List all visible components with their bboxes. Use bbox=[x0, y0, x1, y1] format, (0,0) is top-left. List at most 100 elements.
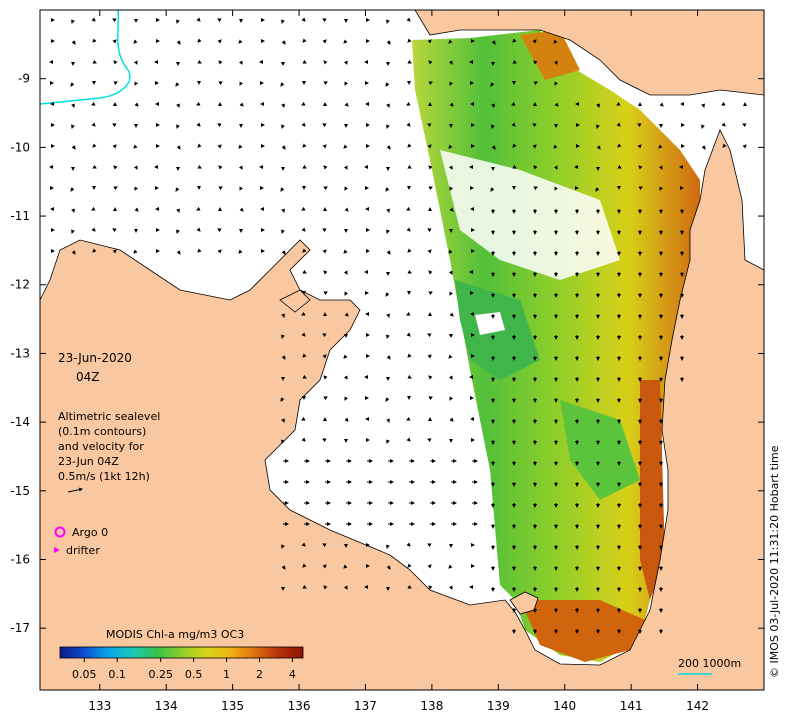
velocity-arrow bbox=[407, 563, 412, 568]
velocity-arrow bbox=[701, 103, 705, 108]
velocity-arrow bbox=[344, 81, 349, 86]
velocity-arrow bbox=[218, 186, 223, 191]
velocity-arrow bbox=[322, 564, 327, 569]
velocity-arrow bbox=[323, 396, 328, 401]
velocity-arrow bbox=[343, 585, 348, 590]
velocity-arrows bbox=[49, 17, 747, 634]
lon-tick-label: 133 bbox=[88, 699, 111, 713]
velocity-arrow bbox=[427, 228, 432, 233]
velocity-arrow bbox=[322, 543, 327, 548]
velocity-arrow bbox=[302, 353, 307, 358]
velocity-arrow bbox=[322, 144, 327, 149]
velocity-arrow bbox=[742, 123, 747, 128]
velocity-arrow bbox=[427, 333, 432, 338]
velocity-arrow bbox=[532, 39, 537, 44]
velocity-arrow bbox=[637, 123, 642, 128]
velocity-arrow bbox=[71, 250, 76, 255]
lat-tick-label: -12 bbox=[10, 278, 30, 292]
velocity-arrow bbox=[386, 439, 390, 444]
velocity-arrow bbox=[386, 208, 390, 213]
velocity-arrow bbox=[449, 102, 454, 107]
velocity-arrow bbox=[196, 227, 201, 232]
velocity-arrow bbox=[554, 81, 559, 86]
velocity-arrow bbox=[301, 206, 306, 211]
velocity-arrow bbox=[281, 19, 285, 24]
velocity-arrow bbox=[428, 585, 433, 590]
velocity-arrow bbox=[406, 101, 411, 106]
velocity-arrow bbox=[742, 144, 747, 149]
velocity-arrow bbox=[91, 122, 96, 127]
velocity-arrow bbox=[302, 374, 307, 379]
velocity-arrow bbox=[176, 208, 180, 213]
velocity-arrow bbox=[323, 291, 328, 296]
velocity-arrow bbox=[596, 124, 600, 129]
lat-tick-label: -16 bbox=[10, 552, 30, 566]
velocity-arrow bbox=[113, 165, 118, 170]
velocity-arrow bbox=[406, 542, 411, 547]
velocity-arrow bbox=[281, 439, 285, 444]
velocity-arrow bbox=[701, 145, 706, 150]
velocity-arrow bbox=[511, 122, 516, 127]
velocity-arrow bbox=[301, 122, 306, 127]
velocity-arrow bbox=[385, 82, 390, 87]
velocity-arrow bbox=[176, 40, 181, 45]
velocity-arrow bbox=[406, 332, 411, 337]
velocity-arrow bbox=[301, 437, 306, 442]
velocity-arrow bbox=[427, 438, 432, 443]
velocity-arrow bbox=[302, 269, 307, 274]
marker-legend: Argo 0 drifter bbox=[54, 526, 108, 557]
velocity-arrow bbox=[323, 165, 328, 170]
new-guinea bbox=[414, 10, 764, 96]
velocity-arrow bbox=[386, 145, 391, 150]
mornington-island bbox=[509, 591, 539, 615]
velocity-arrow bbox=[133, 144, 138, 149]
velocity-arrow bbox=[218, 81, 223, 86]
velocity-arrow bbox=[281, 334, 285, 339]
velocity-arrow bbox=[448, 375, 453, 380]
velocity-arrow bbox=[406, 206, 411, 211]
velocity-arrow bbox=[302, 59, 307, 64]
velocity-arrow bbox=[323, 585, 328, 590]
velocity-arrow bbox=[218, 165, 223, 170]
velocity-arrow bbox=[217, 144, 222, 149]
velocity-arrow bbox=[281, 355, 286, 360]
legend-line-1: Altimetric sealevel bbox=[58, 410, 160, 423]
velocity-arrow bbox=[407, 353, 412, 358]
velocity-arrow bbox=[344, 186, 349, 191]
velocity-arrow bbox=[301, 311, 306, 316]
velocity-arrow bbox=[407, 59, 412, 64]
australia-mainland bbox=[40, 129, 764, 690]
velocity-arrow bbox=[280, 397, 285, 402]
velocity-arrow bbox=[658, 165, 663, 170]
velocity-arrow bbox=[134, 207, 139, 212]
velocity-arrow bbox=[616, 122, 621, 127]
velocity-arrow bbox=[302, 164, 307, 169]
velocity-arrow bbox=[490, 187, 495, 192]
velocity-arrow bbox=[553, 60, 558, 65]
colorbar-tick-label: 0.05 bbox=[72, 668, 97, 681]
velocity-arrow bbox=[511, 101, 516, 106]
velocity-arrow bbox=[70, 187, 75, 192]
colorbar-title: MODIS Chl-a mg/m3 OC3 bbox=[106, 628, 244, 641]
velocity-arrow bbox=[343, 165, 348, 170]
velocity-arrow bbox=[448, 249, 453, 254]
velocity-arrow bbox=[344, 417, 349, 422]
velocity-arrow bbox=[218, 60, 223, 65]
velocity-arrow bbox=[343, 270, 348, 275]
velocity-arrow bbox=[91, 17, 96, 22]
velocity-arrow bbox=[427, 354, 432, 359]
lat-tick-label: -9 bbox=[18, 72, 30, 86]
lat-tick-label: -15 bbox=[10, 484, 30, 498]
velocity-arrow bbox=[427, 249, 432, 254]
velocity-arrow bbox=[238, 165, 243, 170]
legend-text-block: Altimetric sealevel (0.1m contours) and … bbox=[58, 410, 160, 493]
velocity-arrow bbox=[343, 249, 348, 254]
velocity-arrow bbox=[322, 228, 327, 233]
velocity-arrow bbox=[281, 124, 285, 129]
velocity-arrow bbox=[323, 81, 328, 86]
velocity-arrow bbox=[448, 60, 453, 65]
argo-label: Argo 0 bbox=[72, 526, 108, 539]
velocity-arrow bbox=[532, 144, 537, 149]
longitude-axis: 133 134 135 136 137 138 139 140 141 142 bbox=[88, 10, 709, 713]
